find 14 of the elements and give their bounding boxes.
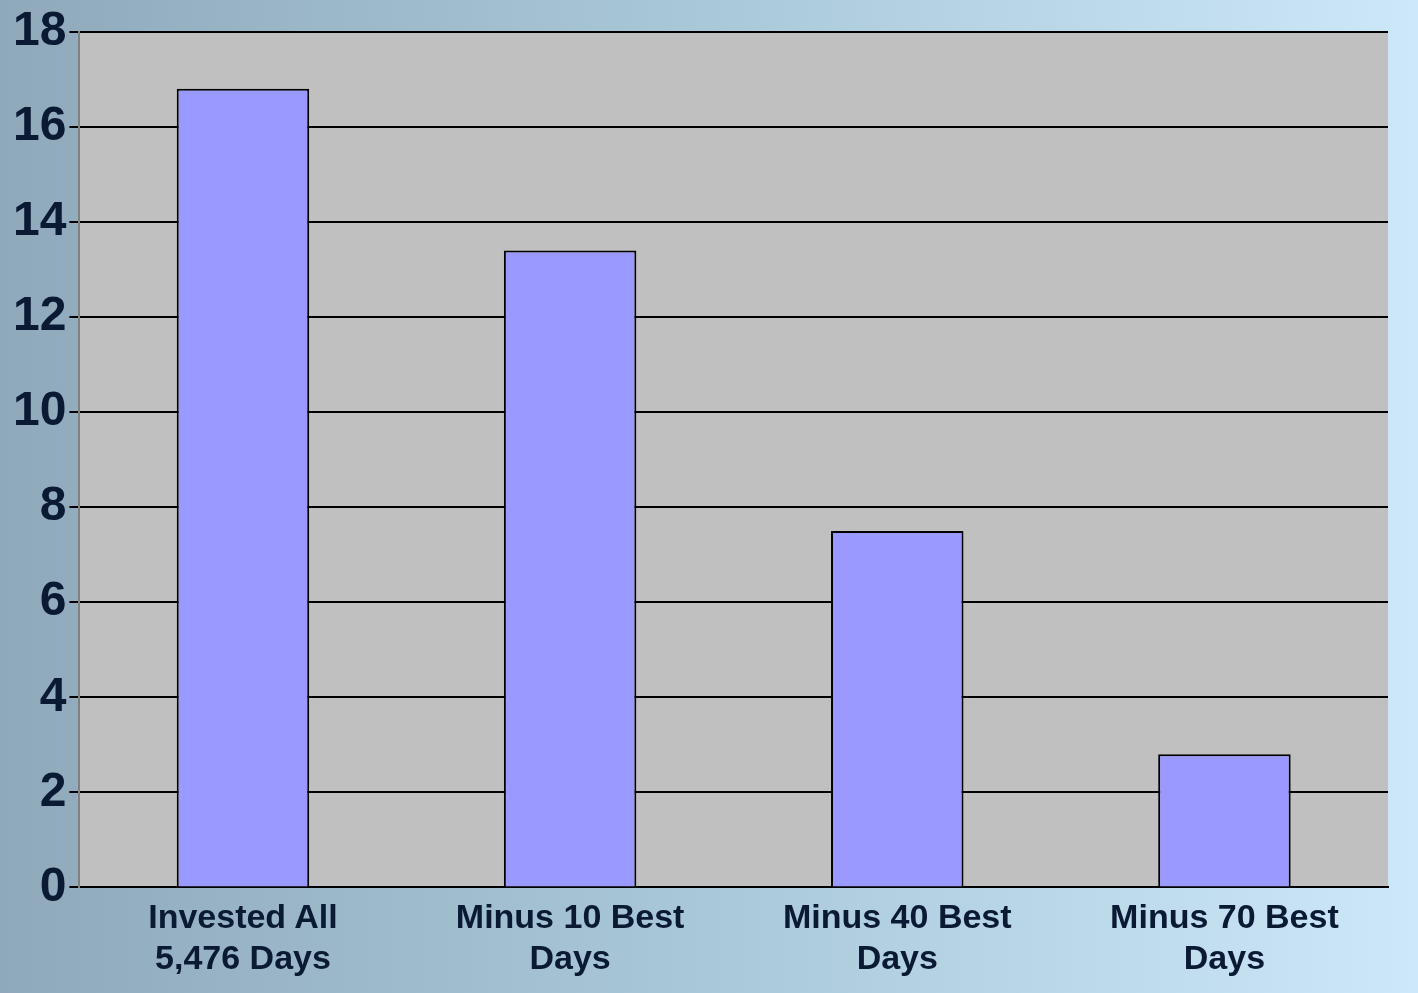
y-tick-label: 6	[39, 572, 67, 626]
y-tick-label: 8	[39, 477, 67, 531]
x-tick-label: Minus 70 Best Days	[1110, 897, 1339, 976]
y-tick-label: 12	[13, 287, 67, 341]
x-tick-label: Minus 10 Best Days	[455, 897, 685, 976]
y-tick-label: 4	[39, 667, 67, 721]
y-tick-label: 0	[39, 857, 67, 911]
y-tick-label: 10	[13, 382, 67, 436]
y-tick-label: 18	[13, 2, 67, 56]
y-tick-label: 2	[39, 762, 67, 816]
y-tick-label: 14	[13, 192, 67, 246]
y-tick-label: 16	[13, 97, 67, 151]
x-tick-label: Minus 40 Best Days	[782, 897, 1012, 976]
x-tick-label: Invested All 5,476 Days	[148, 897, 338, 976]
